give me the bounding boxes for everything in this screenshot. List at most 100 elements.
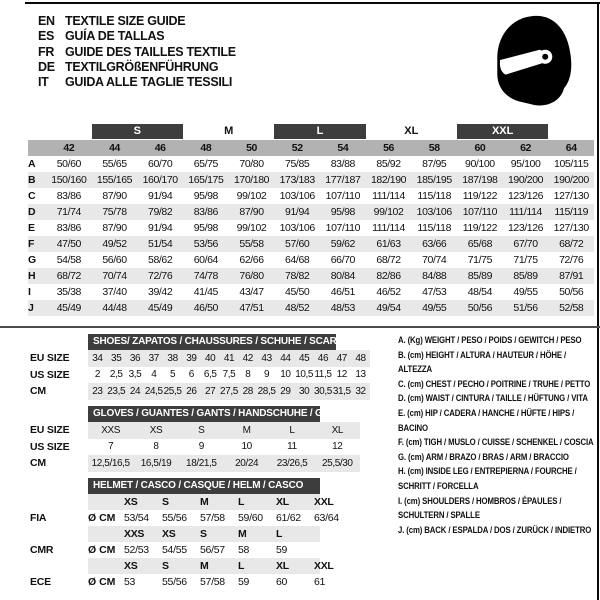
value-cell: 4: [151, 369, 157, 381]
measure-cell: 72/76: [148, 270, 173, 282]
measure-row-D: D 71/74 75/78 79/82 83/86 87/90 91/94 95/98 99/1…: [28, 204, 594, 220]
measure-cell: 83/86: [56, 222, 82, 234]
measure-cell: 76/80: [239, 270, 264, 282]
size-header: XL: [276, 560, 289, 572]
value-cell: 27: [205, 385, 216, 397]
measure-cell: 74/78: [193, 270, 219, 282]
value-cell: 28: [242, 385, 254, 397]
size-group-xl: XL: [404, 125, 419, 137]
measure-cell: 123/126: [507, 222, 544, 234]
measure-cell: 39/42: [148, 286, 173, 298]
size-header: XL: [276, 496, 289, 508]
helmet-table-rows: XS S M L XL XXL FIA Ø CM 53/54 55/56 57/58 59/60 61/…: [30, 494, 352, 590]
size-col-header: 50: [246, 142, 257, 154]
measure-cell: 185/195: [416, 174, 453, 186]
size-header: S: [162, 560, 169, 572]
measure-cell: 55/65: [102, 158, 127, 170]
value-cell: 37: [148, 352, 160, 364]
value-cell: 9: [198, 441, 205, 453]
measure-cell: 107/110: [462, 206, 498, 218]
measure-cell: 46/51: [330, 286, 356, 298]
measure-cell: 46/50: [193, 302, 219, 314]
measure-cell: 41/45: [193, 286, 219, 298]
value-cell: 30: [299, 385, 310, 397]
measure-cell: 60/64: [193, 254, 219, 266]
measure-cell: 48/54: [467, 286, 493, 298]
measure-cell: 48/52: [285, 302, 310, 314]
measure-cell: 82/86: [376, 270, 401, 282]
value-cell: 11: [287, 441, 297, 453]
value-cell: 13: [355, 369, 366, 381]
value-cell: 28,5: [257, 385, 276, 397]
measure-cell: 71/75: [513, 254, 538, 266]
size-header: XXL: [314, 560, 334, 572]
value-cell: 58: [238, 544, 250, 556]
value-cell: 44: [280, 352, 291, 364]
value-cell: 23/26,5: [276, 457, 308, 469]
language-title: GUIDE DES TAILLES TEXTILE: [65, 44, 236, 59]
measure-cell: 50/56: [559, 286, 584, 298]
row-values: 2 2,5 3,5 4 5 6 6,5 7,5 8 9 10 10,5 11,5 12 13: [88, 367, 370, 384]
language-title: GUIDA ALLE TAGLIE TESSILI: [65, 75, 233, 90]
size-col-header: 64: [565, 142, 577, 154]
value-cell: 38: [167, 352, 178, 364]
measure-cell: 150/160: [51, 174, 87, 186]
size-header: XS: [162, 528, 176, 540]
measure-row-F: F 47/50 49/52 51/54 53/56 55/58 57/60 59/62 61/6…: [28, 236, 594, 252]
measure-cell: 190/200: [507, 174, 544, 186]
helmet-size-table: HELMET / CASCO / CASQUE / HELM / CASCO X…: [30, 478, 352, 590]
measure-cell: 49/52: [102, 238, 127, 250]
measure-cell: 91/94: [148, 222, 173, 234]
shoes-table-title: SHOES/ ZAPATOS / CHAUSSURES / SCHUHE / S…: [88, 334, 350, 350]
measure-cell: 45/50: [285, 286, 310, 298]
measure-cell: 49/55: [422, 302, 447, 314]
gloves-table-title: GLOVES / GUANTES / GANTS / HANDSCHUHE / …: [88, 406, 352, 422]
value-cell: 35: [111, 352, 122, 364]
diameter-unit: Ø CM: [88, 576, 116, 588]
language-title: TEXTILE SIZE GUIDE: [65, 14, 186, 28]
value-cell: 56/57: [200, 544, 225, 556]
size-col-header: 60: [474, 142, 486, 154]
language-row: EN TEXTILE SIZE GUIDE: [38, 14, 236, 29]
measure-cell: 47/50: [56, 238, 82, 250]
language-row: IT GUIDA ALLE TAGLIE TESSILI: [38, 75, 236, 90]
shoes-row: US SIZE 2 2,5 3,5 4 5 6 6,5 7,5 8 9 10 10,5 11,5 12 13: [30, 367, 370, 384]
legend-item: D. (cm) WAIST / CINTURA / TAILLE / HÜFTU…: [398, 393, 588, 405]
row-letter: C: [28, 190, 36, 202]
measure-cell: 83/88: [330, 158, 356, 170]
value-cell: 7,5: [222, 369, 236, 381]
value-cell: 31,5: [332, 385, 351, 397]
value-cell: 29: [280, 385, 291, 397]
size-col-header: 42: [63, 142, 75, 154]
cmr-values-row: CMR Ø CM 52/53 54/55 56/57 58 59: [30, 542, 352, 558]
row-letter: I: [28, 286, 31, 298]
size-header: L: [276, 528, 283, 540]
standard-label: CMR: [30, 544, 54, 556]
value-cell: 8: [245, 369, 251, 381]
value-cell: 57/58: [200, 512, 225, 524]
value-cell: 12: [336, 369, 348, 381]
value-cell: 10,5: [295, 369, 314, 381]
size-group-row: S M L XL XXL: [28, 123, 594, 140]
row-label: US SIZE: [30, 368, 70, 381]
measure-cell: 190/200: [553, 174, 590, 186]
gloves-row: CM 12,5/16,5 16,5/19 18/21,5 20/24 23/26,5 25,…: [30, 455, 360, 472]
measure-cell: 60/70: [148, 158, 173, 170]
row-letter: G: [28, 254, 37, 266]
measure-cell: 105/115: [554, 158, 589, 170]
measure-cell: 95/98: [193, 190, 219, 202]
measure-cell: 68/72: [376, 254, 401, 266]
measure-cell: 62/66: [239, 254, 264, 266]
helmet-icon: [497, 15, 572, 106]
value-cell: 16,5/19: [140, 457, 172, 469]
row-label: US SIZE: [30, 440, 70, 453]
helmet-values: Ø CM 53 55/56 57/58 59 60 61: [88, 574, 352, 590]
measure-cell: 95/98: [193, 222, 219, 234]
measure-cell: 71/75: [467, 254, 493, 266]
shoes-row: CM 23 23,5 24 24,5 25,5 26 27 27,5 28 28,5 29 30 30,5…: [30, 383, 370, 400]
value-cell: 18/21,5: [186, 457, 217, 469]
group-spacer: [548, 124, 594, 139]
measure-cell: 111/114: [509, 206, 542, 218]
value-cell: 2,5: [109, 369, 123, 381]
measure-cell: 155/165: [96, 174, 133, 186]
